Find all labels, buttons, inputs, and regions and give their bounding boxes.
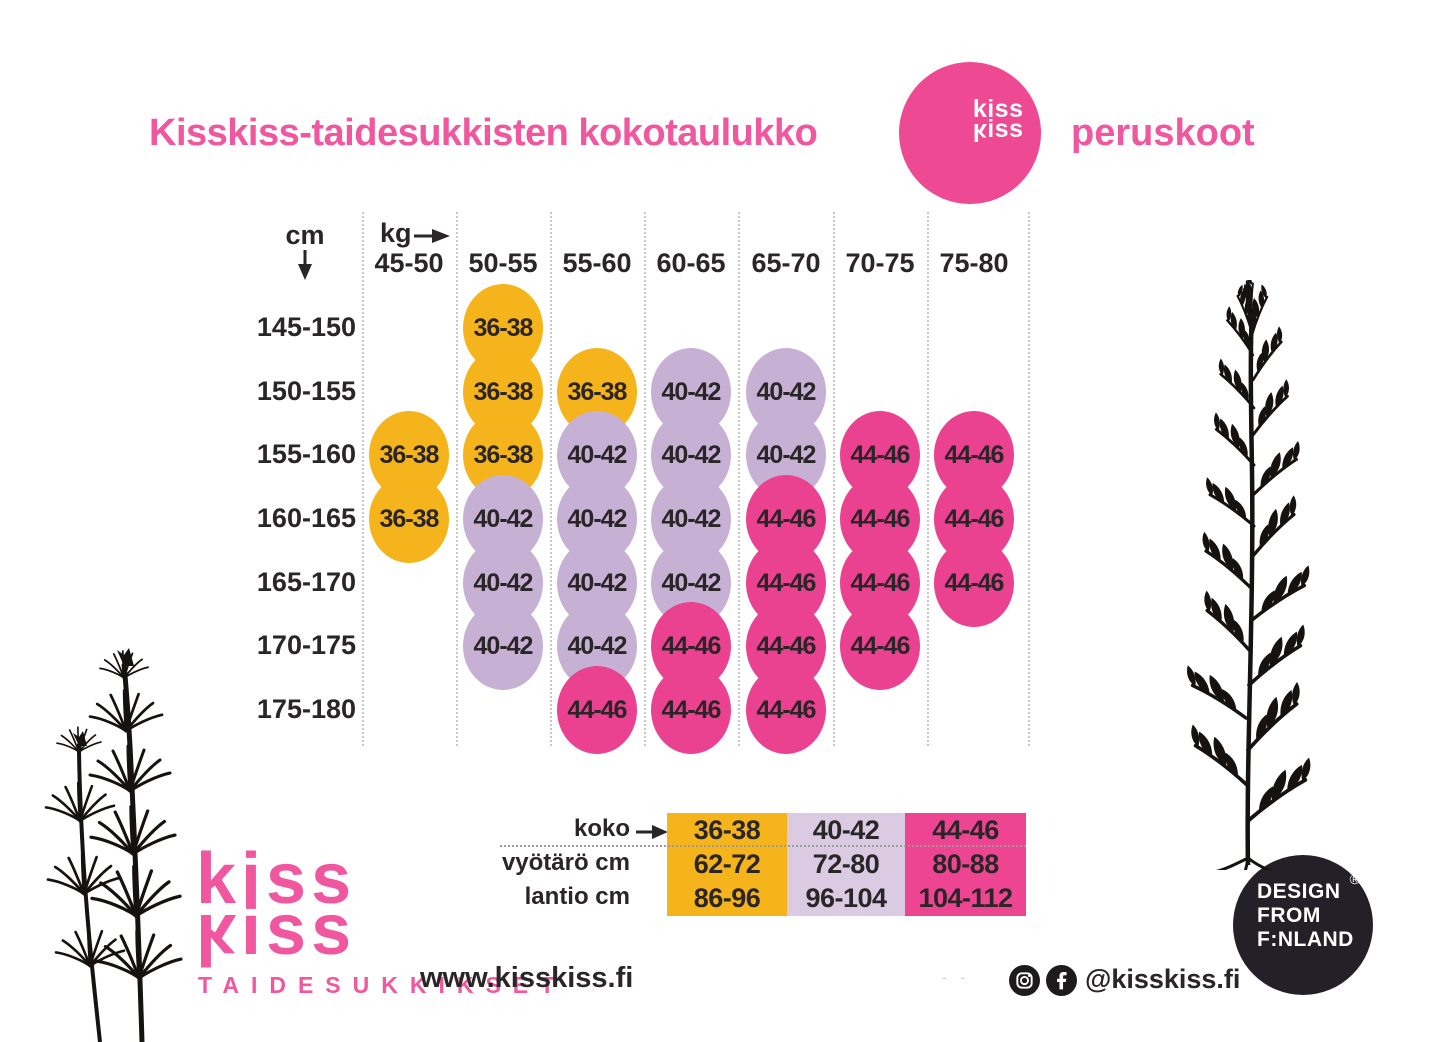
column-divider (362, 212, 364, 746)
size-bubble: 40-42 (463, 602, 543, 690)
x-axis-unit-label: kg (380, 218, 412, 248)
subtitle: peruskoot (1071, 112, 1255, 154)
logo-line-2: kiss (972, 114, 1024, 147)
size-bubble: 36-38 (369, 475, 449, 563)
legend-value: 80-88 (932, 849, 999, 879)
faint-dashes: - - (942, 969, 971, 985)
page-title: Kisskiss-taidesukkisten kokotaulukko (149, 112, 818, 154)
legend-color-column (787, 813, 905, 916)
weight-column-label: 50-55 (468, 248, 538, 278)
legend-row-label: vyötärö cm (501, 849, 630, 876)
height-row-label: 155-160 (256, 439, 356, 469)
y-axis-unit-label: cm (285, 220, 325, 250)
kisskiss-wordmark: kiss kiss (196, 839, 357, 980)
legend-value: 104-112 (918, 883, 1013, 913)
instagram-icon[interactable] (1009, 965, 1040, 996)
column-divider (738, 212, 740, 746)
size-bubble: 44-46 (746, 666, 826, 754)
website-link[interactable]: www.kisskiss.fi (420, 962, 634, 994)
column-divider (927, 212, 929, 746)
legend-row-label: lantio cm (524, 883, 630, 910)
legend-value: 86-96 (693, 883, 761, 913)
legend-value: 96-104 (805, 883, 887, 913)
height-row-label: 145-150 (256, 312, 356, 342)
badge-line-1: DESIGN (1257, 880, 1341, 903)
column-divider (1028, 212, 1030, 746)
height-row-label: 175-180 (256, 694, 356, 724)
height-row-label: 165-170 (256, 567, 356, 597)
column-divider (833, 212, 835, 746)
weight-column-label: 70-75 (845, 248, 915, 278)
height-row-label: 170-175 (256, 630, 356, 660)
badge-text: DESIGN FROM F:NLAND (1257, 880, 1354, 952)
size-bubble: 44-46 (746, 475, 826, 563)
wordmark-line-2: kiss (196, 890, 357, 980)
social-handle[interactable]: @kisskiss.fi (1085, 964, 1241, 994)
legend-value: 36-38 (693, 815, 761, 845)
legend-right-arrow-icon (636, 825, 668, 839)
column-divider (550, 212, 552, 746)
legend-value: 62-72 (693, 849, 761, 879)
design-from-finland-badge: DESIGN FROM F:NLAND ® (1233, 855, 1373, 995)
legend-value: 72-80 (812, 849, 880, 879)
logo-line-1: kiss (972, 94, 1024, 123)
size-bubble: 44-46 (840, 602, 920, 690)
legend-color-column (905, 813, 1026, 916)
legend-divider-line (500, 845, 1026, 847)
size-bubble: 44-46 (557, 666, 637, 754)
legend-value: 40-42 (812, 815, 880, 845)
wordmark-line-1: kiss (196, 839, 357, 919)
badge-line-3: F:NLAND (1257, 928, 1354, 951)
kisskiss-logo-text: kiss kiss (972, 94, 1024, 147)
weight-column-label: 55-60 (562, 248, 632, 278)
size-bubble: 44-46 (651, 666, 731, 754)
legend-row-label: koko (573, 815, 630, 842)
weight-column-label: 45-50 (374, 248, 444, 278)
weight-column-label: 75-80 (939, 248, 1009, 278)
tagline: TAIDESUKKIKSET (198, 972, 567, 998)
size-bubble: 44-46 (934, 539, 1014, 627)
size-bubble: 36-38 (369, 411, 449, 499)
facebook-icon[interactable] (1046, 965, 1077, 996)
legend-value: 44-46 (932, 815, 999, 845)
registered-mark: ® (1349, 871, 1360, 887)
flipped-k-glyph: k (972, 118, 988, 147)
weight-column-label: 65-70 (751, 248, 821, 278)
column-divider (456, 212, 458, 746)
height-row-label: 160-165 (256, 503, 356, 533)
kisskiss-logo-circle: kiss kiss (899, 62, 1041, 204)
height-row-label: 150-155 (256, 376, 356, 406)
badge-line-2: FROM (1257, 904, 1321, 927)
flipped-k-glyph: k (196, 899, 242, 980)
mugwort-illustration (1156, 280, 1371, 870)
legend-color-column (667, 813, 787, 916)
weight-column-label: 60-65 (656, 248, 726, 278)
horsetail-illustration (44, 648, 183, 1042)
right-arrow-icon (414, 229, 450, 243)
down-arrow-icon (298, 250, 312, 280)
column-divider (644, 212, 646, 746)
